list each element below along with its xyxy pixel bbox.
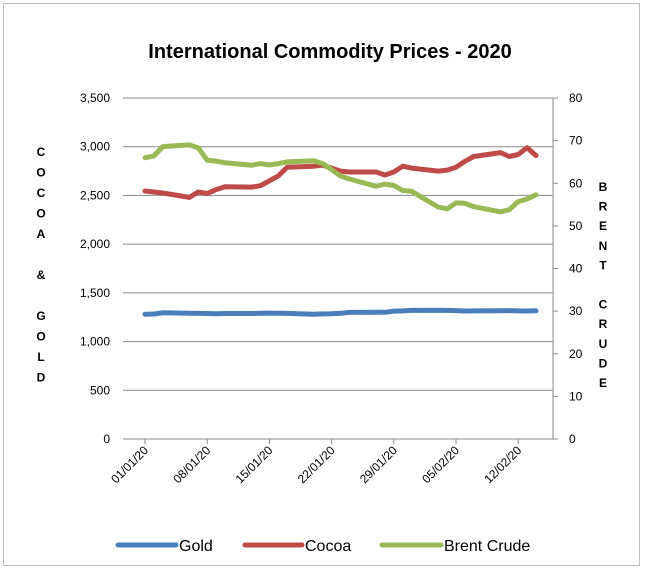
- left-tick-label: 2,000: [80, 237, 110, 251]
- right-axis-label-char: U: [599, 337, 608, 351]
- left-tick-label: 0: [103, 432, 110, 446]
- left-axis-label-char: O: [36, 330, 45, 344]
- right-tick-label: 40: [569, 262, 583, 276]
- right-tick-label: 50: [569, 219, 583, 233]
- x-tick-label: 08/01/20: [170, 443, 213, 486]
- left-axis-label-char: C: [37, 145, 46, 159]
- left-axis-label-char: &: [37, 268, 46, 282]
- x-tick-label: 01/01/20: [108, 443, 151, 486]
- left-axis-label-char: O: [36, 166, 45, 180]
- right-tick-label: 10: [569, 389, 583, 403]
- right-axis-ticks: 0 10 20 30 40 50 60 70 80: [553, 91, 583, 446]
- legend-label-cocoa: Cocoa: [305, 538, 351, 555]
- right-axis-label-char: E: [599, 376, 607, 390]
- left-tick-label: 3,500: [80, 91, 110, 105]
- x-tick-label: 05/02/20: [419, 443, 462, 486]
- left-tick-label: 3,000: [80, 140, 110, 154]
- right-axis-label-char: B: [599, 180, 608, 194]
- right-axis-label-char: T: [599, 258, 607, 272]
- series-lines: [142, 142, 539, 317]
- x-tick-label: 22/01/20: [295, 443, 338, 486]
- right-axis-label-char: D: [599, 356, 608, 370]
- left-tick-label: 500: [90, 383, 110, 397]
- brent-crude-series-line: [142, 142, 539, 215]
- right-axis-label-char: N: [599, 239, 608, 253]
- right-tick-label: 60: [569, 176, 583, 190]
- left-axis-ticks: 0 500 1,000 1,500 2,000 2,500 3,000 3,500: [80, 91, 128, 446]
- legend-label-gold: Gold: [179, 538, 213, 555]
- x-tick-label: 29/01/20: [357, 443, 400, 486]
- x-axis-ticks: 01/01/20 08/01/20 15/01/20 22/01/20 29/01/20…: [108, 439, 525, 486]
- right-tick-label: 30: [569, 304, 583, 318]
- chart-frame: [3, 3, 640, 566]
- right-axis-label-char: E: [599, 219, 607, 233]
- right-axis-label-char: R: [599, 317, 608, 331]
- left-axis-label-char: O: [36, 207, 45, 221]
- left-axis-label-char: A: [37, 227, 46, 241]
- cocoa-series-line: [142, 145, 539, 200]
- right-axis-label-char: R: [599, 200, 608, 214]
- gridlines: [128, 97, 553, 391]
- axes: [128, 98, 554, 440]
- right-tick-label: 0: [569, 432, 576, 446]
- left-tick-label: 2,500: [80, 188, 110, 202]
- right-tick-label: 20: [569, 347, 583, 361]
- legend-label-brent-crude: Brent Crude: [444, 538, 530, 555]
- legend: Gold Cocoa Brent Crude: [115, 538, 530, 555]
- left-axis-label-char: D: [37, 371, 46, 385]
- right-tick-label: 80: [569, 91, 583, 105]
- gold-series-line: [142, 307, 539, 317]
- x-tick-label: 12/02/20: [481, 443, 524, 486]
- left-axis-label-char: C: [37, 186, 46, 200]
- right-tick-label: 70: [569, 134, 583, 148]
- left-axis-label-char: G: [36, 309, 45, 323]
- left-tick-label: 1,000: [80, 335, 110, 349]
- x-tick-label: 15/01/20: [233, 443, 276, 486]
- left-axis-label-char: L: [37, 350, 44, 364]
- right-axis-label-char: C: [599, 298, 608, 312]
- chart-title: International Commodity Prices - 2020: [148, 41, 511, 63]
- left-tick-label: 1,500: [80, 286, 110, 300]
